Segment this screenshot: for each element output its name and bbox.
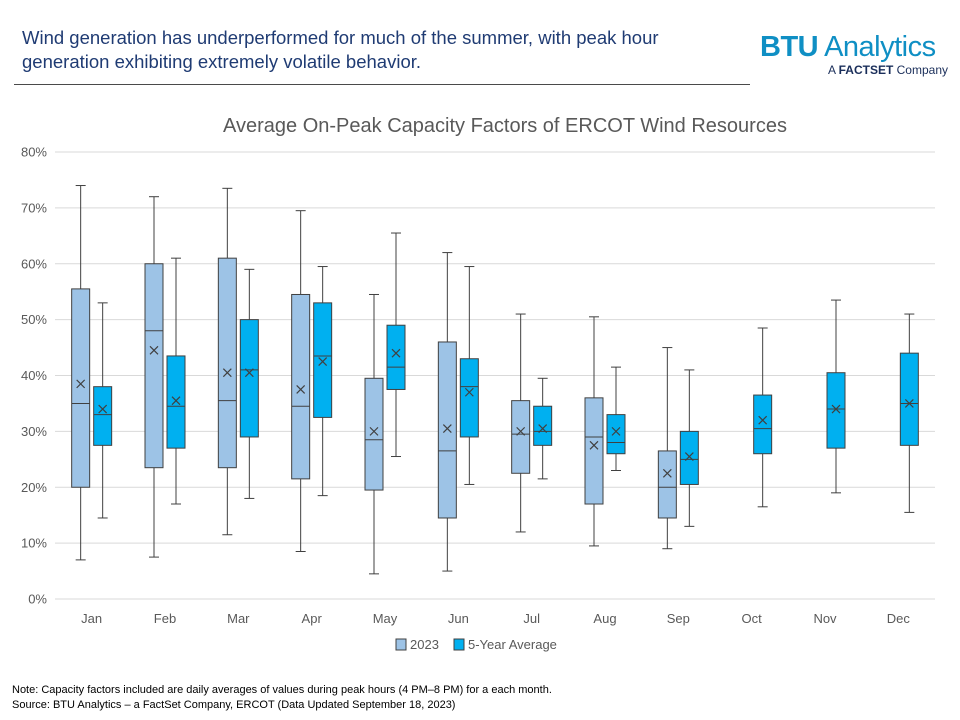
y-tick-label: 80% <box>21 145 47 160</box>
mean-marker <box>369 426 379 436</box>
footnotes: Note: Capacity factors included are dail… <box>12 683 552 713</box>
x-tick-label: Aug <box>593 611 616 626</box>
box-2023-jun <box>437 341 457 519</box>
mean-marker <box>318 357 328 366</box>
logo-analytics: Analytics <box>818 31 936 63</box>
mean-marker <box>516 426 526 436</box>
source-text: Source: BTU Analytics – a FactSet Compan… <box>12 699 456 711</box>
box-5yr-apr <box>313 302 333 418</box>
mean-marker <box>222 368 232 378</box>
x-tick-label: Sep <box>667 611 690 626</box>
logo-tagline-prefix: A <box>827 63 839 77</box>
y-tick-label: 10% <box>21 536 47 551</box>
logo-btu: BTU <box>760 31 819 63</box>
mean-marker <box>391 348 401 358</box>
mean-marker <box>684 452 694 461</box>
x-tick-label: Mar <box>227 611 250 626</box>
box-2023-apr <box>291 293 311 480</box>
mean-marker <box>464 387 474 397</box>
x-tick-label: Feb <box>154 611 176 626</box>
box-2023-may <box>364 377 384 491</box>
box-plot-chart: Average On-Peak Capacity Factors of ERCO… <box>21 115 935 652</box>
mean-marker <box>76 379 86 389</box>
y-tick-label: 30% <box>21 424 47 439</box>
mean-marker <box>98 404 108 414</box>
y-tick-label: 40% <box>21 368 47 383</box>
y-tick-label: 50% <box>21 312 47 327</box>
box-5yr-jun <box>459 358 479 438</box>
y-tick-label: 20% <box>21 480 47 495</box>
legend-label-5yr: 5-Year Average <box>468 637 557 652</box>
x-tick-label: Nov <box>813 611 837 626</box>
box-5yr-feb <box>166 355 186 449</box>
mean-marker <box>904 399 914 408</box>
box-5yr-mar <box>239 319 259 438</box>
legend-label-2023: 2023 <box>410 637 439 652</box>
box-5yr-oct <box>753 394 773 455</box>
note-text: Note: Capacity factors included are dail… <box>12 684 552 696</box>
x-tick-label: Jan <box>81 611 102 626</box>
mean-marker <box>171 396 181 406</box>
x-tick-label: Jun <box>448 611 469 626</box>
header-divider <box>14 84 750 85</box>
mean-marker <box>296 385 306 394</box>
y-tick-label: 70% <box>21 200 47 215</box>
box-2023-feb <box>144 263 164 469</box>
headline: Wind generation has underperformed for m… <box>22 27 659 72</box>
mean-marker <box>831 404 841 414</box>
y-tick-label: 60% <box>21 256 47 271</box>
y-tick-label: 0% <box>28 592 47 607</box>
mean-marker <box>442 424 452 434</box>
logo-wordmark: BTU Analytics <box>760 30 950 64</box>
mean-marker <box>149 345 159 355</box>
btu-analytics-logo: BTU Analytics A FACTSET Company <box>760 30 950 77</box>
box-5yr-dec <box>899 352 919 446</box>
box-5yr-nov <box>826 372 846 449</box>
chart-title: Average On-Peak Capacity Factors of ERCO… <box>223 115 787 137</box>
box-2023-jul <box>511 400 531 474</box>
box-2023-aug <box>584 397 604 505</box>
box-5yr-sep <box>679 430 699 485</box>
box-5yr-jul <box>533 405 553 446</box>
x-tick-label: Oct <box>742 611 763 626</box>
x-tick-label: Dec <box>887 611 911 626</box>
box-2023-jan <box>71 288 91 488</box>
x-tick-label: Apr <box>302 611 323 626</box>
mean-marker <box>662 468 672 478</box>
mean-marker <box>589 440 599 450</box>
mean-marker <box>538 424 548 434</box>
box-2023-sep <box>657 450 677 519</box>
mean-marker <box>758 415 768 425</box>
legend-swatch-2023 <box>395 638 407 651</box>
logo-factset: FACTSET <box>838 63 894 77</box>
mean-marker <box>611 426 621 436</box>
x-tick-label: May <box>373 611 398 626</box>
box-5yr-jan <box>93 386 113 446</box>
legend-swatch-5yr <box>453 638 465 651</box>
box-5yr-aug <box>606 414 626 455</box>
box-5yr-may <box>386 324 406 390</box>
logo-tagline-suffix: Company <box>893 63 948 77</box>
mean-marker <box>244 368 254 378</box>
x-tick-label: Jul <box>523 611 540 626</box>
box-2023-mar <box>217 257 237 469</box>
logo-tagline: A FACTSET Company <box>760 63 948 77</box>
